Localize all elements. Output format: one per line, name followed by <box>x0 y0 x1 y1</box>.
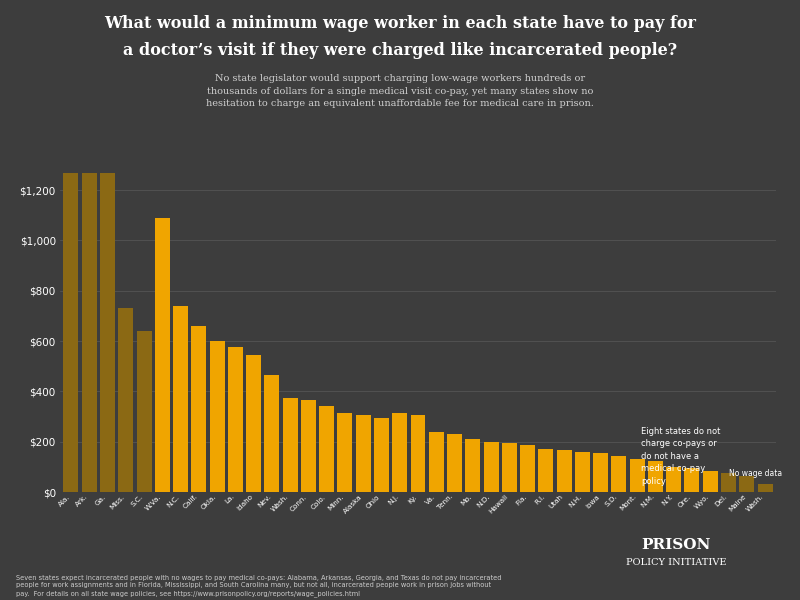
Bar <box>338 413 353 492</box>
Bar <box>648 461 663 492</box>
Bar <box>374 418 389 492</box>
Bar <box>483 442 498 492</box>
Text: PRISON: PRISON <box>642 538 710 552</box>
Bar <box>502 443 517 492</box>
Bar <box>191 326 206 492</box>
Bar <box>228 347 243 492</box>
Bar <box>392 413 407 492</box>
Bar <box>557 451 572 492</box>
Bar <box>520 445 535 492</box>
Bar <box>447 434 462 492</box>
Bar <box>264 375 279 492</box>
Bar <box>63 173 78 492</box>
Text: No state legislator would support charging low-wage workers hundreds or
thousand: No state legislator would support chargi… <box>206 74 594 109</box>
Bar <box>100 173 115 492</box>
Bar <box>154 218 170 492</box>
Bar <box>82 173 97 492</box>
Text: What would a minimum wage worker in each state have to pay for: What would a minimum wage worker in each… <box>104 15 696 32</box>
Bar <box>282 398 298 492</box>
Bar <box>319 406 334 492</box>
Bar <box>758 484 773 492</box>
Text: No wage data: No wage data <box>729 469 782 478</box>
Bar <box>666 467 682 492</box>
Bar <box>301 400 316 492</box>
Bar <box>538 449 554 492</box>
Bar <box>429 431 444 492</box>
Text: a doctor’s visit if they were charged like incarcerated people?: a doctor’s visit if they were charged li… <box>123 42 677 59</box>
Bar <box>137 331 151 492</box>
Bar <box>246 355 261 492</box>
Text: Seven states expect incarcerated people with no wages to pay medical co-pays: Al: Seven states expect incarcerated people … <box>16 575 502 597</box>
Bar <box>630 460 645 492</box>
Bar <box>593 453 608 492</box>
Bar <box>118 308 134 492</box>
Bar <box>685 468 699 492</box>
Bar <box>210 341 225 492</box>
Text: POLICY INITIATIVE: POLICY INITIATIVE <box>626 558 726 567</box>
Bar <box>410 415 426 492</box>
Bar <box>466 439 480 492</box>
Bar <box>721 473 736 492</box>
Bar <box>173 306 188 492</box>
Bar <box>702 470 718 492</box>
Bar <box>611 455 626 492</box>
Text: Eight states do not
charge co-pays or
do not have a
medical co-pay
policy: Eight states do not charge co-pays or do… <box>641 427 720 485</box>
Bar <box>356 415 370 492</box>
Bar <box>575 452 590 492</box>
Bar <box>739 476 754 492</box>
